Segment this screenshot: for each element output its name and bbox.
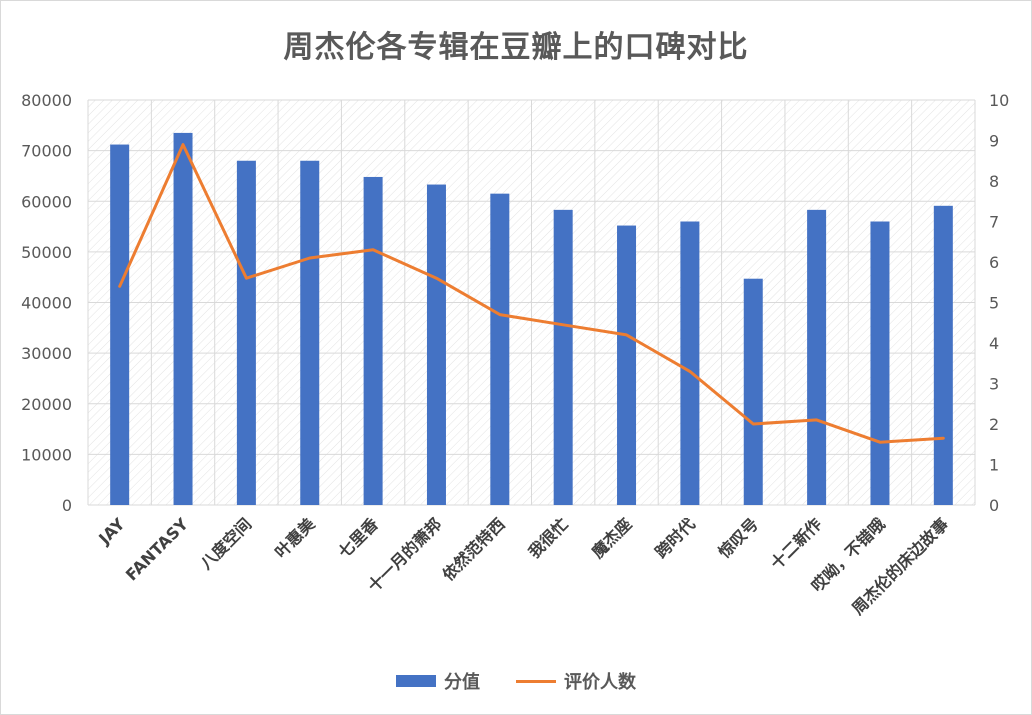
- category-label-2: 八度空间: [196, 514, 255, 573]
- right-tick-label-10: 10: [989, 91, 1009, 110]
- legend-label-bar: 分值: [444, 672, 480, 693]
- left-tick-label-8: 80000: [21, 91, 72, 110]
- right-tick-label-5: 5: [989, 294, 999, 313]
- bar-3: [300, 160, 320, 505]
- bar-4: [363, 176, 383, 505]
- bar-7: [553, 209, 573, 505]
- line-series: [118, 143, 945, 444]
- bar-6: [490, 193, 510, 505]
- category-label-8: 魔杰座: [588, 514, 635, 561]
- right-tick-label-0: 0: [989, 496, 999, 515]
- category-label-6: 依然范特西: [439, 514, 509, 584]
- right-tick-label-6: 6: [989, 253, 999, 272]
- category-label-4: 七里香: [335, 514, 383, 562]
- bar-10: [743, 278, 763, 505]
- legend-item-bar: 分值: [396, 668, 480, 694]
- left-tick-label-6: 60000: [21, 192, 72, 211]
- category-label-3: 叶惠美: [271, 514, 319, 562]
- left-axis-ticks: 0 10000 20000 30000 40000 50000 60000 70000 8000…: [21, 91, 72, 515]
- category-label-9: 跨时代: [651, 514, 698, 561]
- bar-series: [110, 132, 953, 506]
- bar-9: [680, 221, 700, 505]
- legend-label-line: 评价人数: [564, 672, 636, 693]
- legend-swatch-bar: [396, 675, 436, 687]
- left-tick-label-1: 10000: [21, 445, 72, 464]
- chart-title: 周杰伦各专辑在豆瓣上的口碑对比: [283, 30, 749, 65]
- left-tick-label-4: 40000: [21, 294, 72, 313]
- bar-12: [870, 221, 890, 505]
- left-tick-label-3: 30000: [21, 344, 72, 363]
- right-tick-label-2: 2: [989, 415, 999, 434]
- right-tick-label-1: 1: [989, 456, 999, 475]
- line-path: [118, 143, 945, 444]
- legend: 分值 评价人数: [0, 668, 1032, 694]
- legend-item-line: 评价人数: [516, 668, 636, 694]
- right-tick-label-9: 9: [989, 132, 999, 151]
- category-label-7: 我很忙: [525, 514, 572, 561]
- bar-0: [110, 144, 130, 506]
- left-tick-label-7: 70000: [21, 142, 72, 161]
- legend-swatch-line: [516, 679, 556, 683]
- right-tick-label-4: 4: [989, 334, 999, 353]
- right-tick-label-3: 3: [989, 375, 999, 394]
- bar-8: [617, 225, 637, 506]
- bar-2: [236, 160, 256, 505]
- category-label-10: 惊叹号: [715, 514, 762, 561]
- right-axis-ticks: 0 1 2 3 4 5 6 7 8 9 10: [989, 91, 1009, 515]
- gridlines: [87, 99, 976, 506]
- right-tick-label-7: 7: [989, 213, 999, 232]
- bar-13: [933, 205, 953, 505]
- left-tick-label-2: 20000: [21, 395, 72, 414]
- left-tick-label-0: 0: [62, 496, 72, 515]
- bar-5: [426, 184, 446, 505]
- right-tick-label-8: 8: [989, 172, 999, 191]
- category-label-11: 十二新作: [767, 514, 826, 573]
- left-tick-label-5: 50000: [21, 243, 72, 262]
- bar-1: [173, 132, 193, 505]
- bar-11: [807, 209, 827, 505]
- category-label-1: FANTASY: [122, 514, 192, 584]
- category-label-0: JAY: [94, 514, 129, 549]
